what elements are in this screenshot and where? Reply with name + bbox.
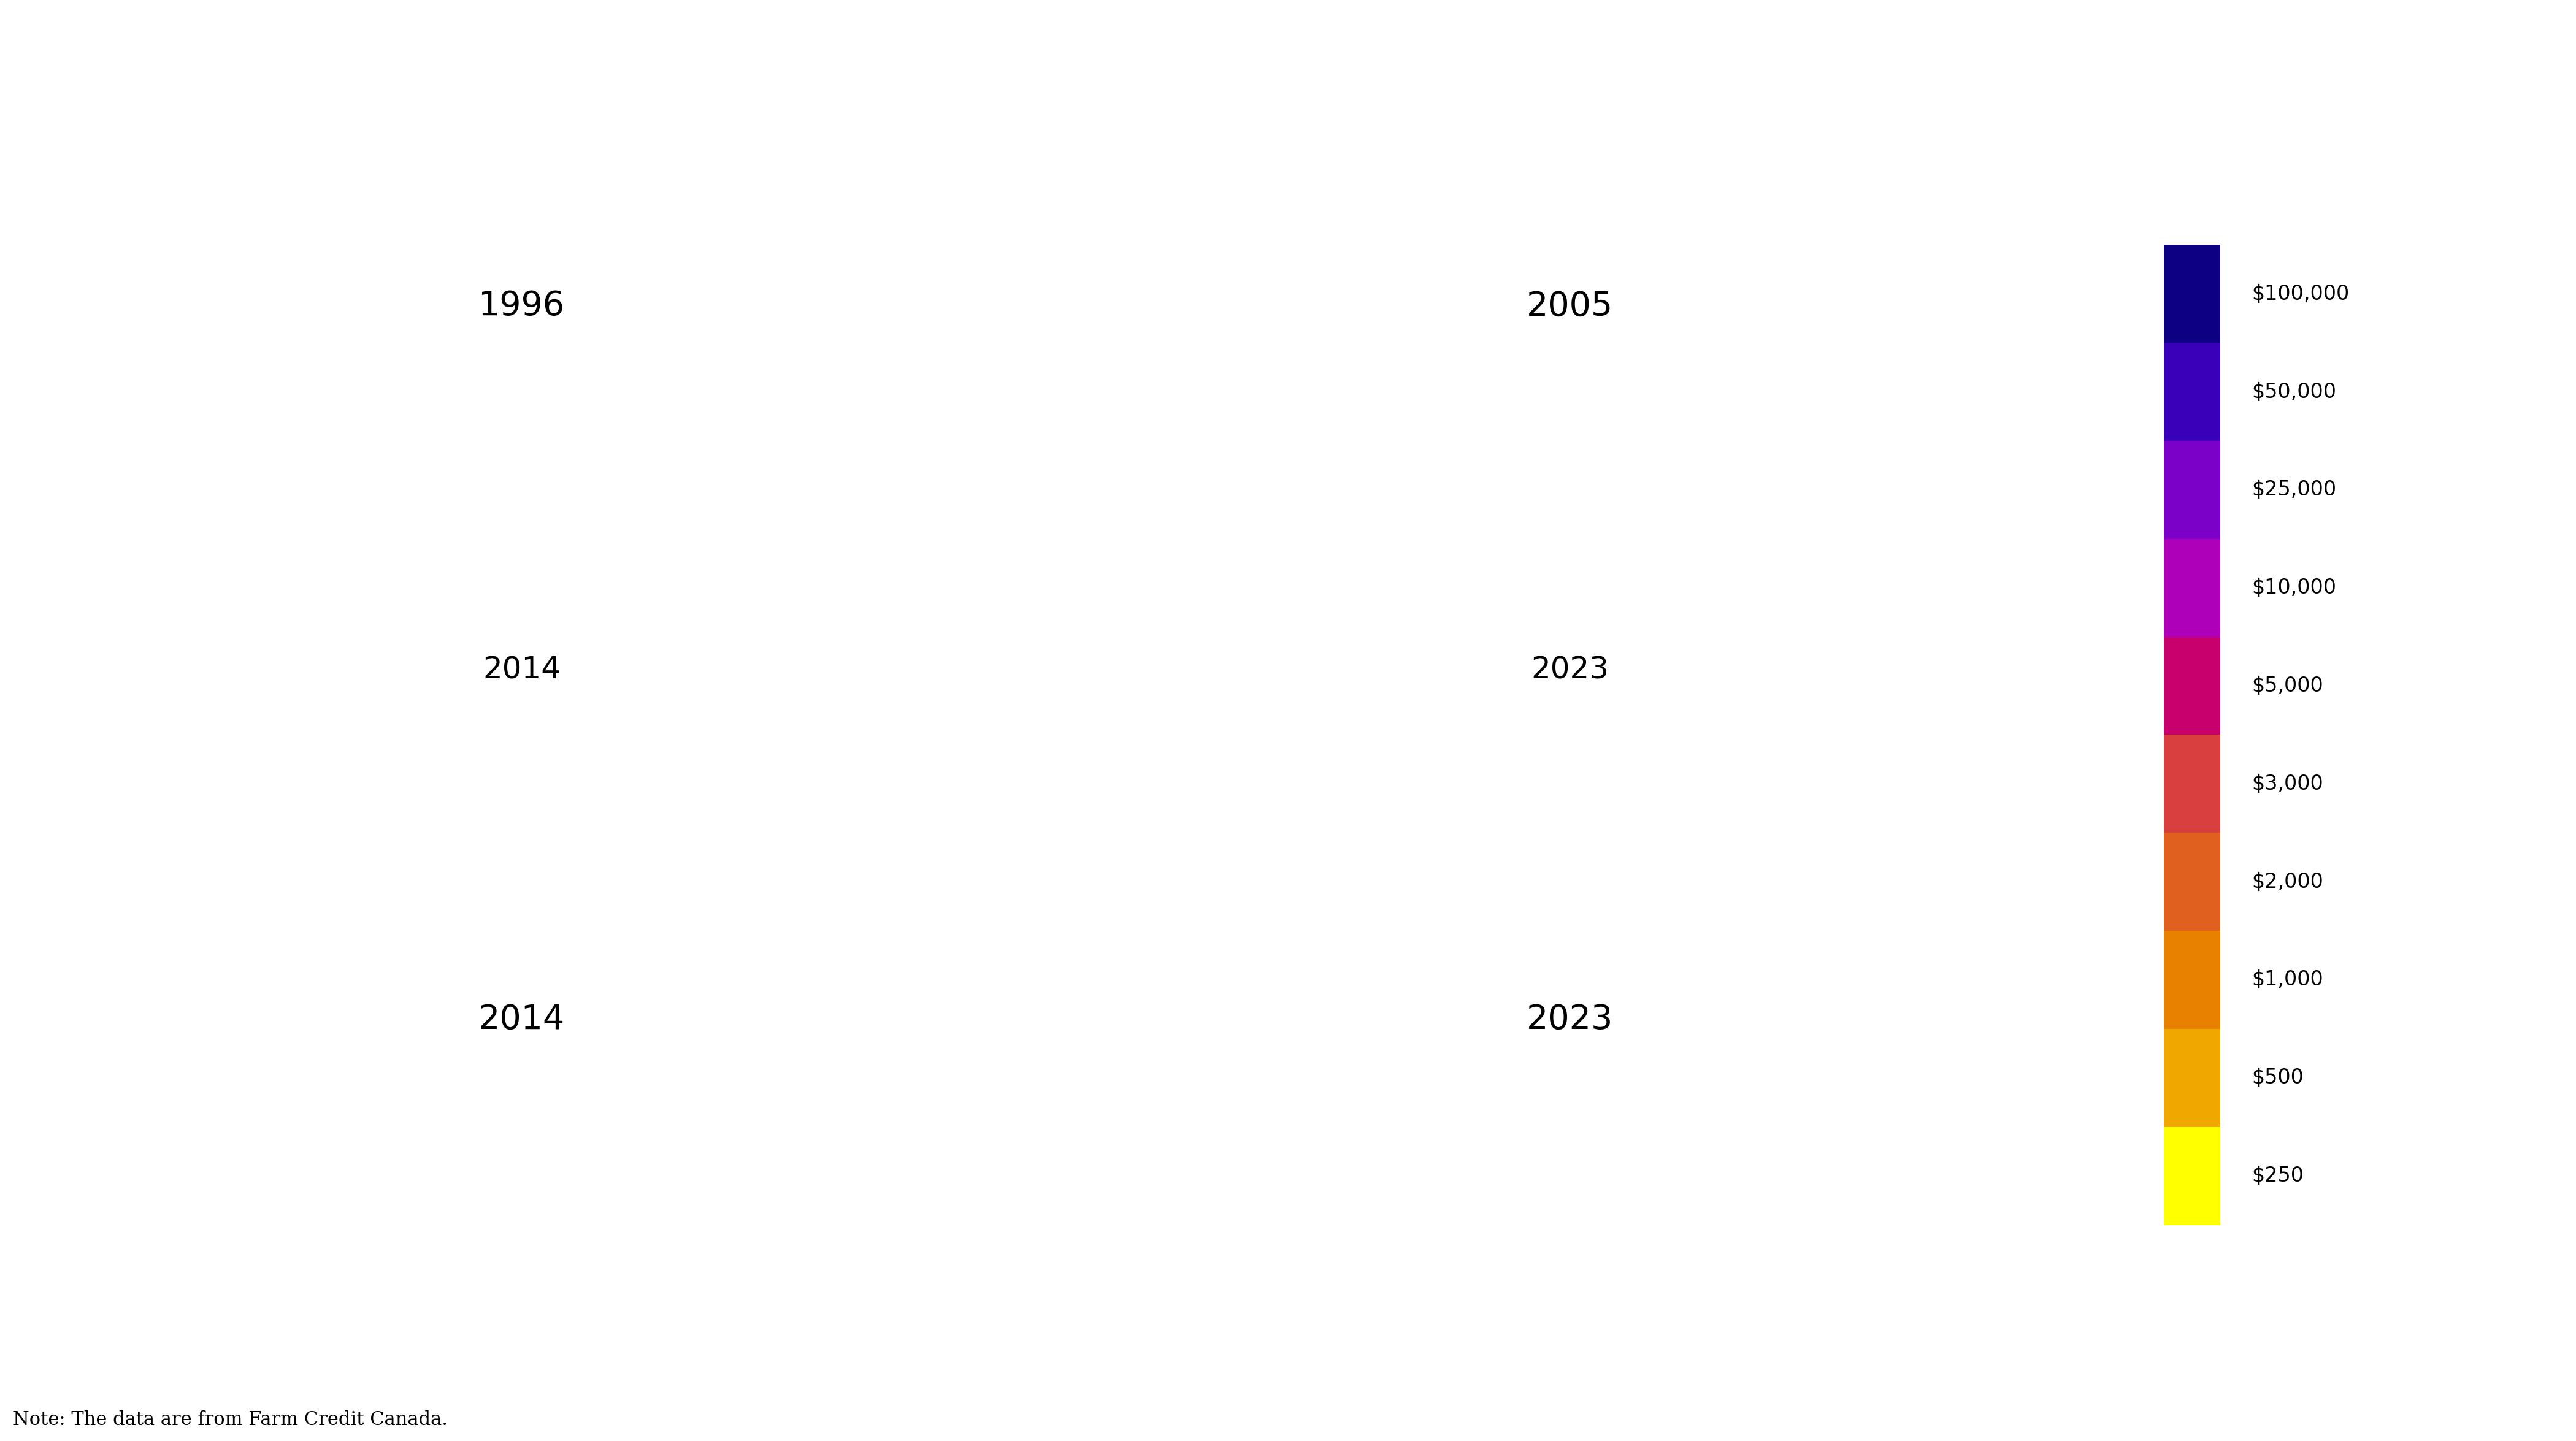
Bar [2164, 833, 2221, 931]
Text: $2,000: $2,000 [2251, 872, 2324, 892]
Text: 1996: 1996 [479, 290, 564, 323]
Text: 2014: 2014 [479, 1003, 564, 1036]
Text: Note: The data are from Farm Credit Canada.: Note: The data are from Farm Credit Cana… [13, 1411, 448, 1429]
Bar [2164, 637, 2221, 735]
Bar [2164, 343, 2221, 441]
Bar [2164, 1029, 2221, 1127]
Text: $1,000: $1,000 [2251, 970, 2324, 990]
Bar [2164, 735, 2221, 833]
Bar [2164, 441, 2221, 539]
Bar [2164, 931, 2221, 1029]
Text: $250: $250 [2251, 1166, 2303, 1186]
Text: $500: $500 [2251, 1068, 2303, 1088]
Text: $50,000: $50,000 [2251, 382, 2336, 402]
Text: $10,000: $10,000 [2251, 578, 2336, 598]
Text: 2023: 2023 [1530, 656, 1610, 684]
Text: $5,000: $5,000 [2251, 676, 2324, 696]
Text: 2014: 2014 [482, 656, 562, 684]
Text: $3,000: $3,000 [2251, 774, 2324, 794]
Text: 2023: 2023 [1528, 1003, 1613, 1036]
Bar [2164, 1127, 2221, 1225]
Text: $25,000: $25,000 [2251, 480, 2336, 500]
Text: 2005: 2005 [1528, 290, 1613, 323]
Bar [2164, 245, 2221, 343]
Text: $100,000: $100,000 [2251, 284, 2349, 304]
Bar [2164, 539, 2221, 637]
